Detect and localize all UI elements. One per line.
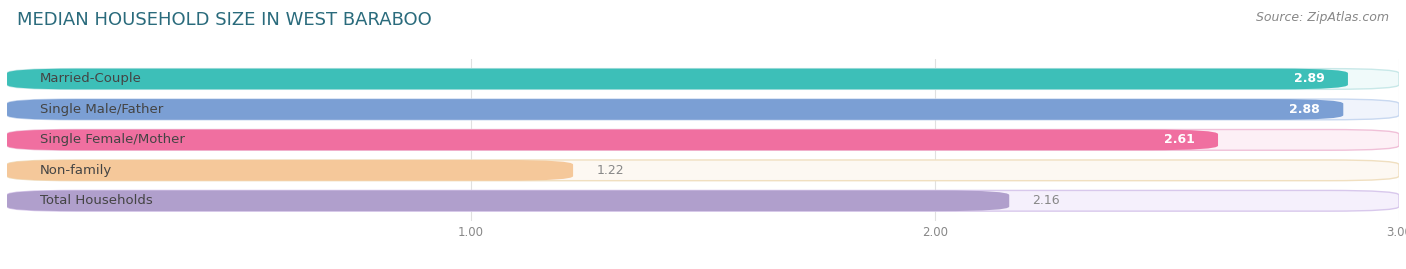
Text: Total Households: Total Households [39,194,152,207]
Text: Single Female/Mother: Single Female/Mother [39,133,184,146]
FancyBboxPatch shape [7,69,1348,89]
FancyBboxPatch shape [7,160,574,181]
Text: Source: ZipAtlas.com: Source: ZipAtlas.com [1256,11,1389,24]
FancyBboxPatch shape [7,190,1010,211]
Text: Married-Couple: Married-Couple [39,72,142,86]
FancyBboxPatch shape [7,99,1399,120]
Text: 2.61: 2.61 [1164,133,1195,146]
FancyBboxPatch shape [7,130,1218,150]
Text: 1.22: 1.22 [596,164,624,177]
Text: 2.88: 2.88 [1289,103,1320,116]
Text: 2.89: 2.89 [1294,72,1324,86]
Text: Non-family: Non-family [39,164,111,177]
FancyBboxPatch shape [7,160,1399,181]
Text: Single Male/Father: Single Male/Father [39,103,163,116]
FancyBboxPatch shape [7,190,1399,211]
FancyBboxPatch shape [7,99,1343,120]
Text: MEDIAN HOUSEHOLD SIZE IN WEST BARABOO: MEDIAN HOUSEHOLD SIZE IN WEST BARABOO [17,11,432,29]
Text: 2.16: 2.16 [1032,194,1060,207]
FancyBboxPatch shape [7,69,1399,89]
FancyBboxPatch shape [7,130,1399,150]
